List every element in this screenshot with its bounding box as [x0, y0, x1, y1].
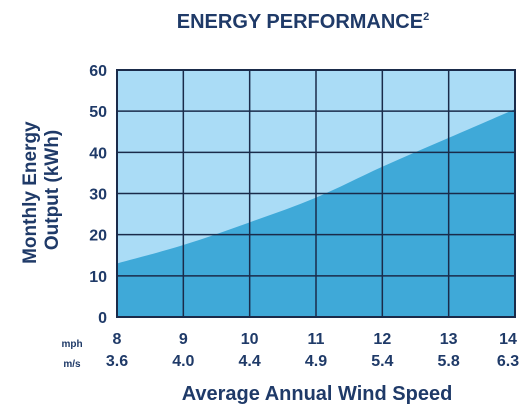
- y-tick-label: 50: [89, 104, 107, 121]
- x-tick-label-ms: 4.0: [172, 353, 194, 370]
- x-tick-label-ms: 3.6: [106, 353, 128, 370]
- chart-title-text: ENERGY PERFORMANCE: [177, 11, 423, 33]
- x-tick-label-ms: 5.4: [371, 353, 393, 370]
- y-tick-label: 10: [89, 269, 107, 286]
- x-unit-ms: m/s: [63, 359, 81, 370]
- x-tick-label-mph: 10: [241, 331, 259, 348]
- x-tick-label-mph: 11: [308, 331, 325, 348]
- x-tick-label-mph: 8: [113, 331, 122, 348]
- y-axis-ticks: 0 10 20 30 40 50 60: [89, 63, 107, 327]
- x-tick-label-ms: 4.9: [305, 353, 327, 370]
- y-axis-label-line-2: Output (kWh): [42, 130, 63, 250]
- x-tick-label-ms: 4.4: [239, 353, 261, 370]
- x-tick-label-mph: 9: [179, 331, 188, 348]
- x-tick-label-mph: 12: [373, 331, 391, 348]
- y-tick-label: 30: [89, 187, 107, 204]
- y-tick-label: 20: [89, 228, 107, 245]
- y-axis-label: Monthly Energy Output (kWh): [20, 116, 63, 264]
- x-tick-label-ms: 5.8: [438, 353, 460, 370]
- y-tick-label: 60: [89, 63, 107, 80]
- x-tick-label-mph: 14: [499, 331, 517, 348]
- x-tick-label-mph: 13: [440, 331, 458, 348]
- chart-title: ENERGY PERFORMANCE2: [177, 11, 429, 33]
- y-tick-label: 40: [89, 145, 107, 162]
- y-axis-label-line-1: Monthly Energy: [20, 121, 41, 264]
- plot-frame: [116, 69, 516, 318]
- x-axis-ticks: 8 3.6 9 4.0 10 4.4 11 4.9 12 5.4 13 5.8 14 6.3: [106, 331, 519, 370]
- x-unit-mph: mph: [61, 339, 82, 350]
- y-tick-label: 0: [98, 310, 107, 327]
- x-tick-label-ms: 6.3: [497, 353, 519, 370]
- plot-area: [116, 69, 516, 318]
- chart-title-superscript: 2: [423, 11, 429, 23]
- x-axis-label: Average Annual Wind Speed: [182, 383, 453, 405]
